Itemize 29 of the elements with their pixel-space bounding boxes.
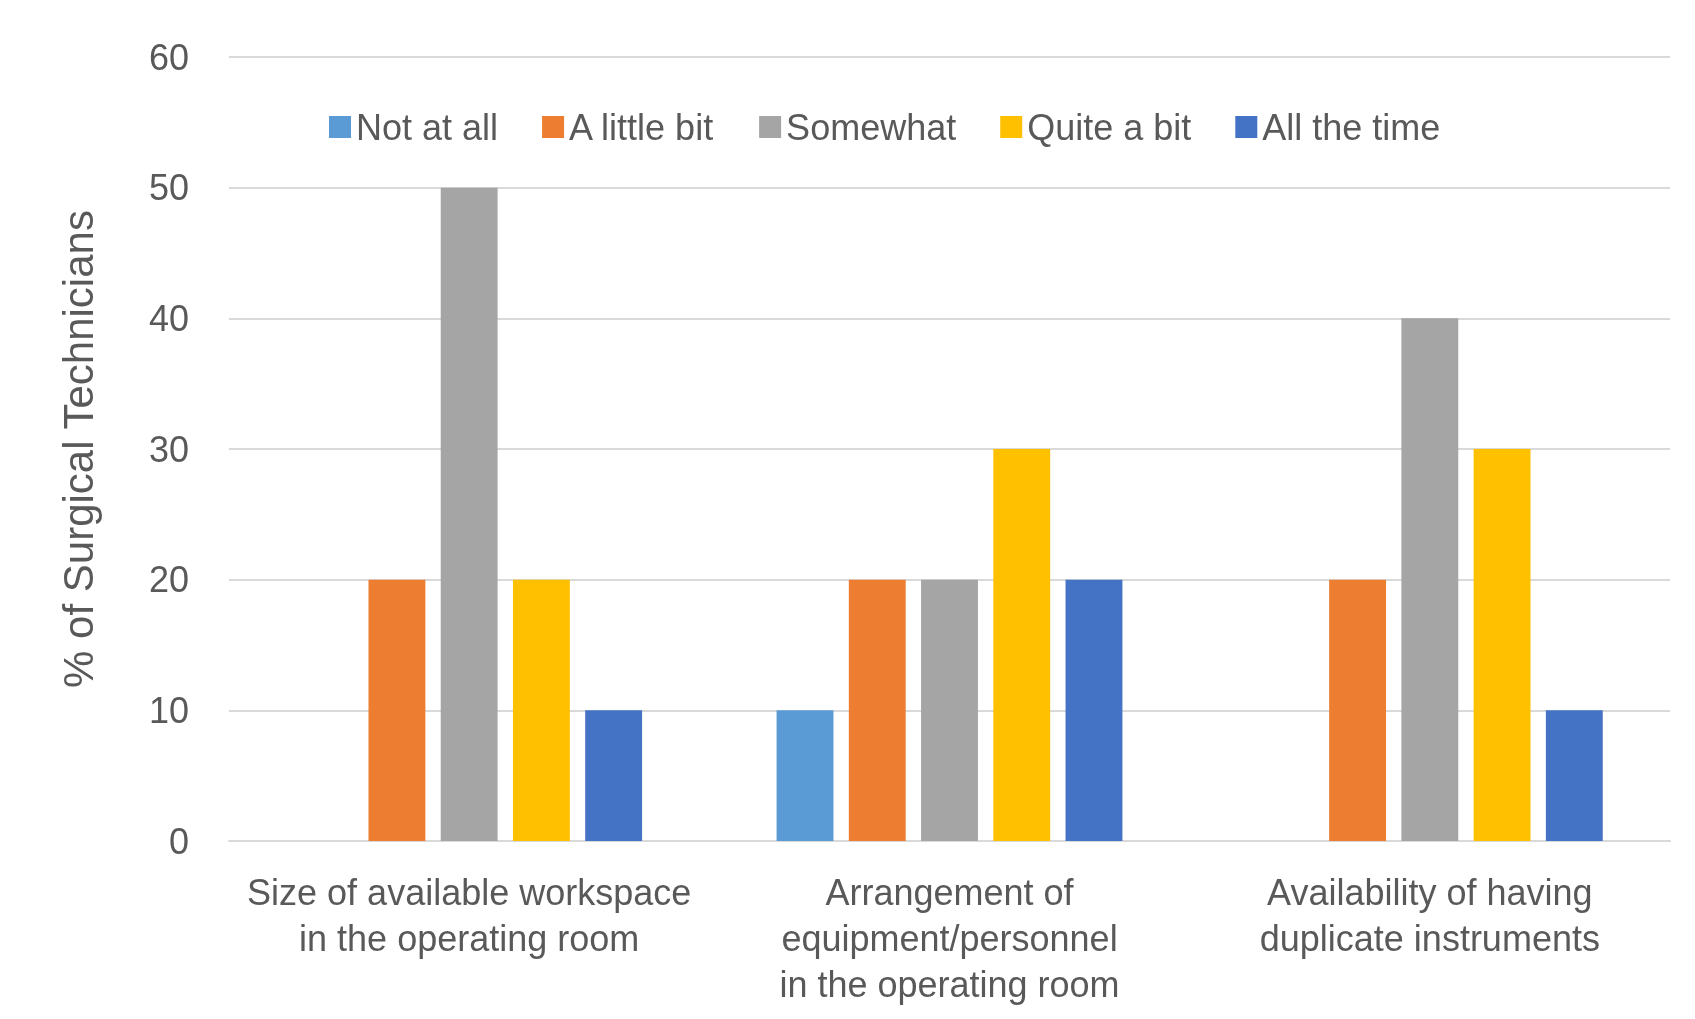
x-tick-label: Arrangement of equipment/personnel in the operating room (779, 871, 1120, 1005)
bar (776, 710, 834, 841)
y-tick-label: 30 (148, 428, 189, 470)
bar (1545, 710, 1603, 841)
legend-label: All the time (1262, 106, 1441, 148)
bar (368, 579, 426, 841)
bar (585, 710, 643, 841)
bar (1401, 318, 1459, 841)
x-tick-label: Availability of having duplicate instruments (1259, 871, 1600, 959)
bar (848, 579, 906, 841)
bar (921, 579, 978, 841)
y-axis-title: % of Surgical Technicians (54, 210, 102, 688)
x-tick-label: Size of available workspace in the operating room (247, 871, 692, 959)
y-tick-label: 10 (148, 689, 189, 731)
bar (440, 187, 498, 841)
y-tick-label: 40 (148, 297, 189, 339)
bar (1329, 579, 1387, 841)
legend-label: Quite a bit (1027, 106, 1192, 148)
y-tick-label: 60 (148, 36, 189, 78)
legend-label: A little bit (569, 106, 714, 148)
y-tick-label: 20 (148, 559, 189, 601)
bar (1065, 579, 1123, 841)
y-tick-label: 0 (168, 820, 189, 862)
y-tick-label: 50 (148, 167, 189, 209)
bar (512, 579, 570, 841)
bar (993, 449, 1051, 841)
legend-label: Somewhat (786, 106, 957, 148)
bar (1473, 449, 1531, 841)
legend-label: Not at all (356, 106, 499, 148)
